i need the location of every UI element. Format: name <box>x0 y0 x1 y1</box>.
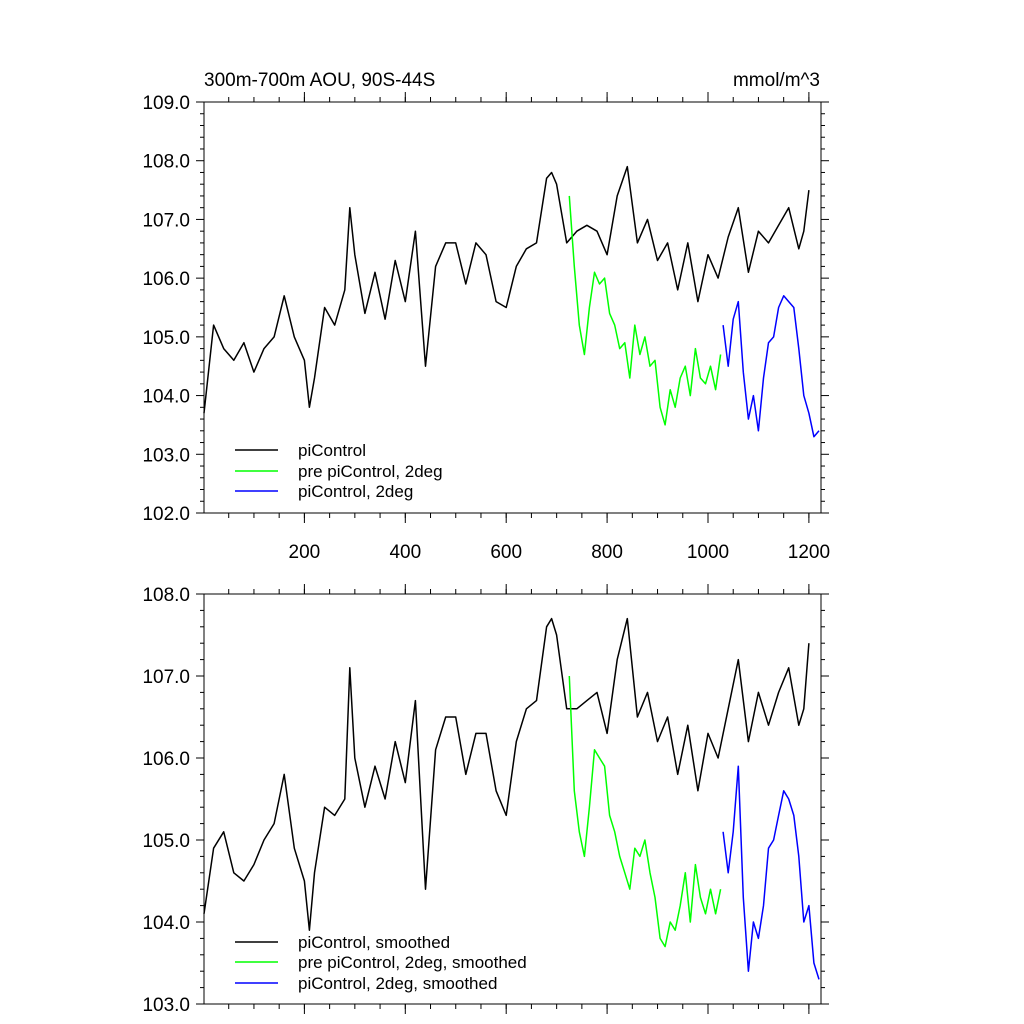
series-line-picontrol-2deg-smoothed <box>722 765 820 980</box>
legend-label-piControl-2deg-smoothed: piControl, 2deg, smoothed <box>298 974 497 993</box>
legend-label-pre-piControl-2deg-smoothed: pre piControl, 2deg, smoothed <box>298 953 527 972</box>
y-tick-label: 105.0 <box>142 328 190 349</box>
y-tick-label: 108.0 <box>142 152 190 173</box>
y-tick-label: 104.0 <box>142 913 190 934</box>
series-line-pre-picontrol-2deg <box>568 195 722 426</box>
top-legend: piControl pre piControl, 2deg piControl,… <box>235 441 443 501</box>
series-line-picontrol <box>203 165 810 414</box>
y-tick-label: 106.0 <box>142 269 190 290</box>
top-panel: 300m-700m AOU, 90S-44S mmol/m^3 102.0 103… <box>142 70 830 563</box>
top-panel-series <box>203 165 820 438</box>
series-line-pre-picontrol-2deg-smoothed <box>568 675 722 948</box>
x-tick-label: 200 <box>289 542 321 563</box>
x-tick-label: 800 <box>591 542 623 563</box>
legend-label-piControl: piControl <box>298 441 366 460</box>
bottom-legend: piControl, smoothed pre piControl, 2deg,… <box>235 933 527 993</box>
legend-label-piControl-smoothed: piControl, smoothed <box>298 933 450 952</box>
y-tick-label: 105.0 <box>142 831 190 852</box>
y-tick-label: 107.0 <box>142 667 190 688</box>
y-tick-label: 103.0 <box>142 445 190 466</box>
y-tick-label: 103.0 <box>142 995 190 1016</box>
y-tick-label: 109.0 <box>142 93 190 114</box>
series-line-picontrol-2deg <box>722 295 820 438</box>
chart-title: 300m-700m AOU, 90S-44S <box>204 70 435 91</box>
y-tick-label: 106.0 <box>142 749 190 770</box>
units-label: mmol/m^3 <box>733 70 820 91</box>
y-tick-label: 104.0 <box>142 387 190 408</box>
top-panel-axes: 102.0 103.0 104.0 105.0 106.0 107.0 108.0 109.0… <box>142 92 830 563</box>
legend-label-piControl-2deg: piControl, 2deg <box>298 482 413 501</box>
bottom-panel-axes: 103.0 104.0 105.0 106.0 107.0 108.0 <box>142 584 829 1016</box>
series-line-picontrol-smoothed <box>203 617 810 931</box>
y-tick-label: 107.0 <box>142 210 190 231</box>
x-tick-label: 1200 <box>788 542 830 563</box>
y-tick-label: 108.0 <box>142 585 190 606</box>
bottom-plot-frame <box>203 593 822 1005</box>
legend-label-pre-piControl-2deg: pre piControl, 2deg <box>298 462 443 481</box>
x-tick-label: 1000 <box>687 542 729 563</box>
y-tick-label: 102.0 <box>142 504 190 525</box>
bottom-panel-series <box>203 617 820 980</box>
bottom-panel: 103.0 104.0 105.0 106.0 107.0 108.0 piControl… <box>142 584 829 1016</box>
x-tick-label: 600 <box>490 542 522 563</box>
top-plot-frame <box>203 101 822 514</box>
x-tick-label: 400 <box>389 542 421 563</box>
